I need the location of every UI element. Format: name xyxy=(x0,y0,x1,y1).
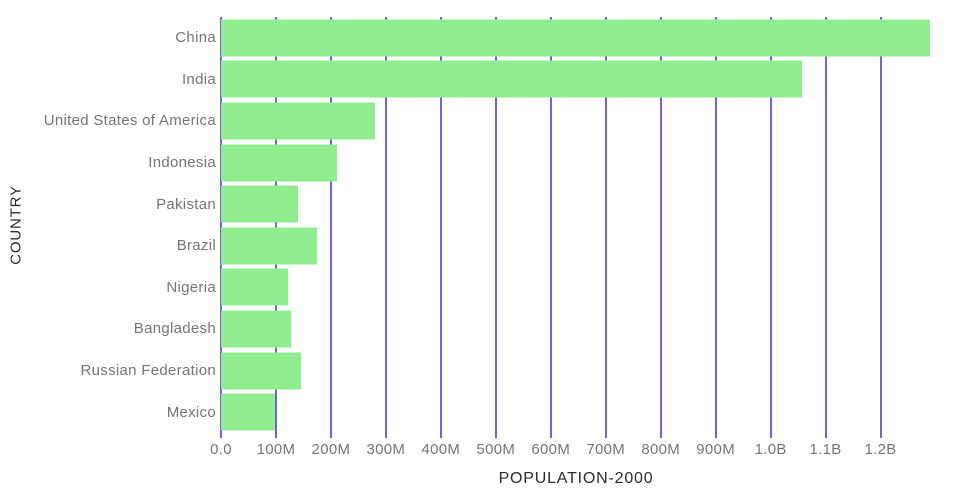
x-tick-label-700m: 700M xyxy=(586,441,626,458)
y-tick-label-india: India xyxy=(181,70,216,88)
x-tick-label-800m: 800M xyxy=(641,441,681,458)
bar-row-russian-federation xyxy=(221,350,930,392)
bar-row-india xyxy=(221,59,930,101)
bar-row-mexico xyxy=(221,391,930,433)
x-tick-label-100m: 100M xyxy=(256,441,296,458)
bar-row-china xyxy=(221,17,930,59)
x-tick-label-500m: 500M xyxy=(476,441,516,458)
y-tick-label-china: China xyxy=(175,29,216,47)
y-tick-label-brazil: Brazil xyxy=(176,237,216,255)
bar-row-brazil xyxy=(221,225,930,267)
bar-russian-federation xyxy=(221,352,302,390)
y-tick-label-bangladesh: Bangladesh xyxy=(133,320,216,338)
bar-row-pakistan xyxy=(221,183,930,225)
y-tick-label-indonesia: Indonesia xyxy=(148,154,216,172)
gridline-1-1b xyxy=(824,17,827,438)
bar-bangladesh xyxy=(221,310,292,348)
gridline-900m xyxy=(714,17,717,438)
y-tick-label-russian-federation: Russian Federation xyxy=(80,362,216,380)
x-tick-label-1-0b: 1.0B xyxy=(754,441,787,458)
y-tick-label-nigeria: Nigeria xyxy=(166,278,216,296)
bar-row-bangladesh xyxy=(221,308,930,350)
x-tick-label-1-1b: 1.1B xyxy=(809,441,842,458)
y-tick-label-mexico: Mexico xyxy=(166,403,216,421)
gridline-1-0b xyxy=(769,17,772,438)
gridline-400m xyxy=(439,17,442,438)
x-tick-label-1-2b: 1.2B xyxy=(864,441,897,458)
bar-india xyxy=(221,60,802,98)
y-tick-label-pakistan: Pakistan xyxy=(156,195,216,213)
bar-nigeria xyxy=(221,268,289,306)
y-tick-label-united-states-of-america: United States of America xyxy=(43,112,216,130)
bar-row-united-states-of-america xyxy=(221,100,930,142)
x-tick-label-600m: 600M xyxy=(531,441,571,458)
gridline-600m xyxy=(549,17,552,438)
gridline-1-2b xyxy=(879,17,882,438)
bar-china xyxy=(221,19,930,57)
bar-indonesia xyxy=(221,144,337,182)
bar-united-states-of-america xyxy=(221,102,376,140)
gridline-700m xyxy=(604,17,607,438)
bar-pakistan xyxy=(221,185,299,223)
gridline-300m xyxy=(384,17,387,438)
x-tick-label-300m: 300M xyxy=(366,441,406,458)
x-axis-title: POPULATION-2000 xyxy=(498,470,654,487)
x-tick-label-400m: 400M xyxy=(421,441,461,458)
bar-brazil xyxy=(221,227,318,265)
y-tick-labels: China India United States of America Indone… xyxy=(0,17,216,433)
gridline-200m xyxy=(329,17,332,438)
x-tick-label-900m: 900M xyxy=(696,441,736,458)
gridline-800m xyxy=(659,17,662,438)
gridline-500m xyxy=(494,17,497,438)
bar-row-indonesia xyxy=(221,142,930,184)
plot-area: 0.0 100M 200M 300M 400M 500M 600M 700M 800M 900M 1… xyxy=(210,17,930,458)
x-tick-label-0-0: 0.0 xyxy=(210,441,232,458)
bar-mexico xyxy=(221,393,276,431)
bar-row-nigeria xyxy=(221,267,930,309)
x-tick-label-200m: 200M xyxy=(311,441,351,458)
